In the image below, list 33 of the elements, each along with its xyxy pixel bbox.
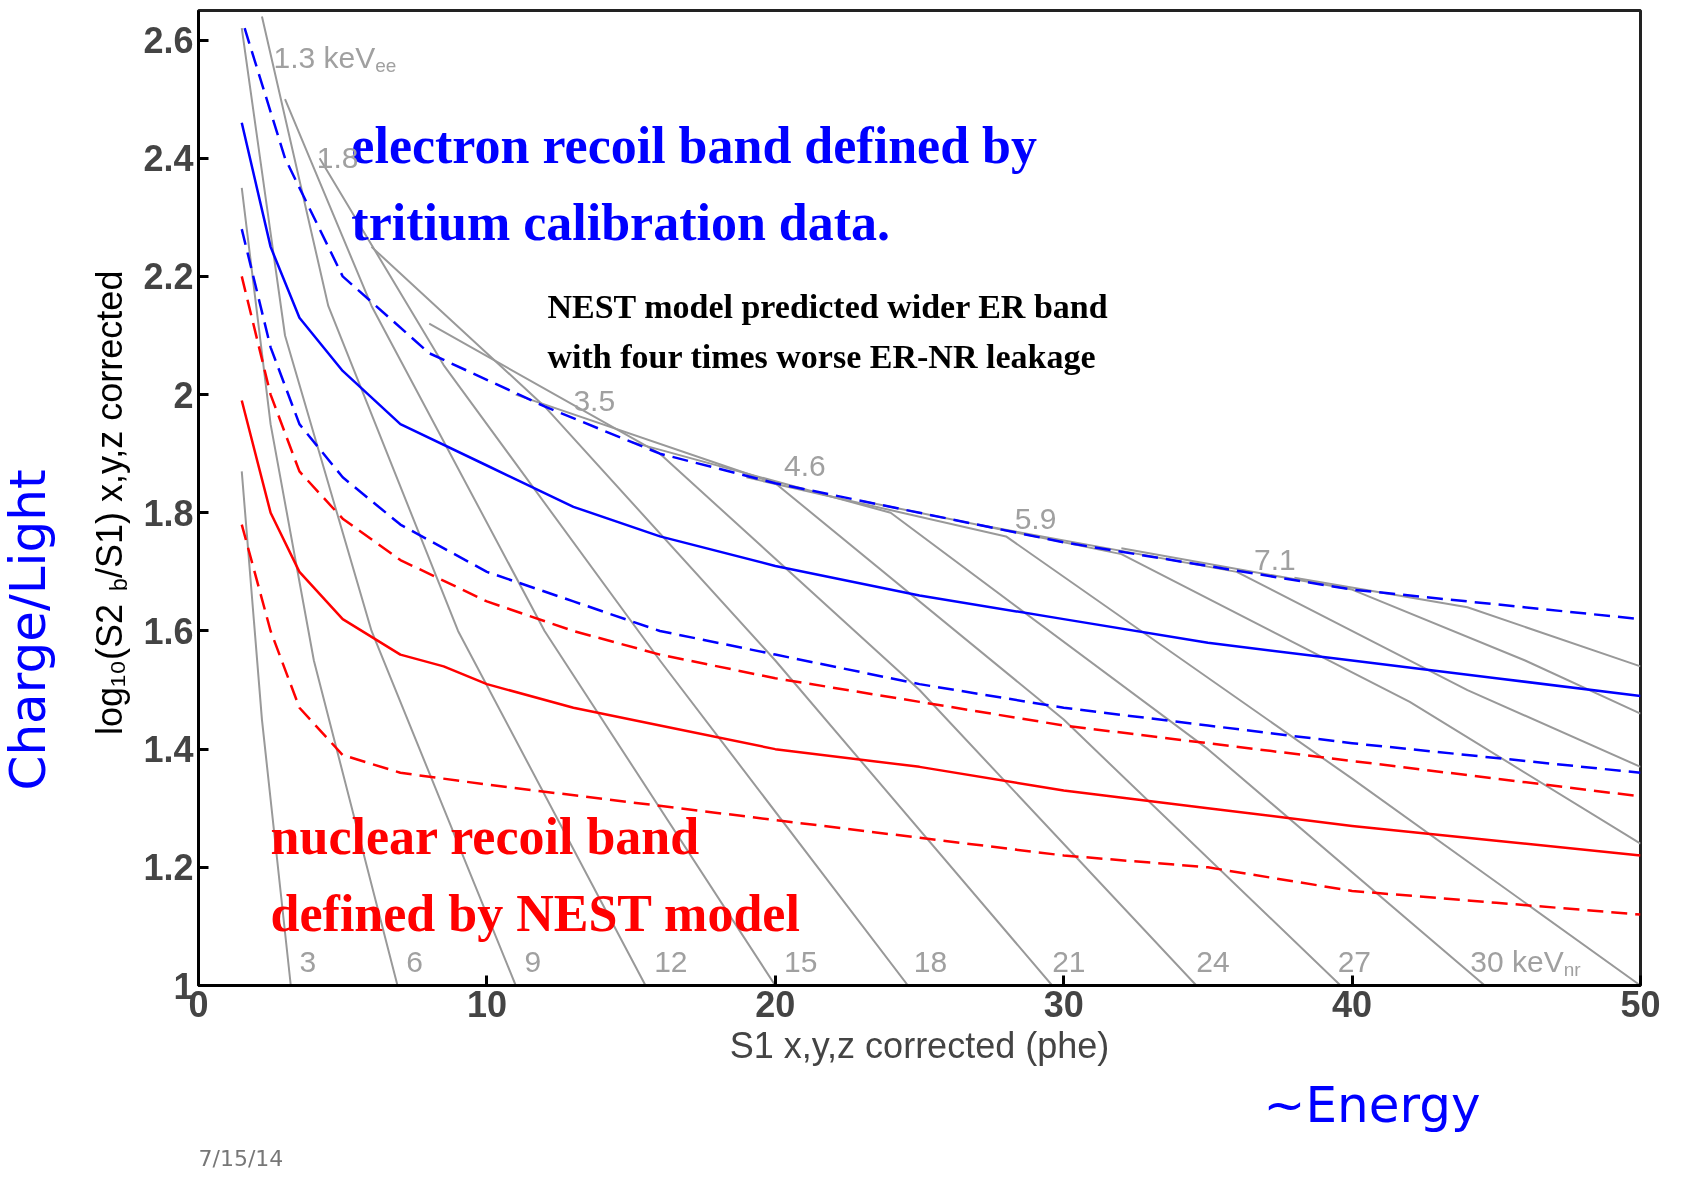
annotation: 24 [1196, 944, 1230, 978]
y-tick-label: 1.4 [143, 729, 194, 771]
y-tick-label: 1.6 [143, 610, 194, 652]
x-tick-label: 40 [1332, 983, 1373, 1025]
annotation: 4.6 [783, 448, 826, 482]
x-tick-label: 10 [466, 983, 507, 1025]
y-tick-label: 2 [173, 374, 194, 416]
annotation: 5.9 [1014, 501, 1057, 535]
text: ~Energy [1263, 1075, 1481, 1134]
y-tick-label: 1.8 [143, 492, 194, 534]
y-tick-label: 2.6 [143, 20, 194, 62]
y-tick-label: 1.2 [143, 847, 194, 889]
annotation: 21 [1052, 944, 1086, 978]
x-tick-label: 20 [755, 983, 796, 1025]
annotation: 6 [406, 944, 423, 978]
annotation: 15 [783, 944, 818, 978]
annotation: nuclear recoil band defined by NEST model [270, 808, 800, 943]
x-tick-label: 30 [1043, 983, 1084, 1025]
y-axis-title: log₁₀(S2b/S1) x,y,z corrected [89, 270, 132, 736]
annotation: 18 [913, 944, 948, 978]
annotation: 3.5 [573, 383, 616, 417]
text: 7/15/14 [198, 1145, 284, 1171]
annotation: NEST model predicted wider ER band with four times worse ER-NR leakage [547, 288, 1108, 376]
y-tick-label: 2.2 [143, 256, 194, 298]
text: Charge/Light [0, 469, 57, 791]
x-axis-title: S1 x,y,z corrected (phe) [729, 1024, 1110, 1066]
annotation: 9 [524, 944, 542, 978]
annotation: 12 [654, 944, 688, 978]
annotation: 3 [299, 944, 317, 978]
y-tick-label: 2.4 [143, 138, 194, 180]
x-tick-label: 50 [1620, 983, 1661, 1025]
annotation: 7.1 [1254, 543, 1296, 577]
annotation: 27 [1337, 944, 1372, 978]
